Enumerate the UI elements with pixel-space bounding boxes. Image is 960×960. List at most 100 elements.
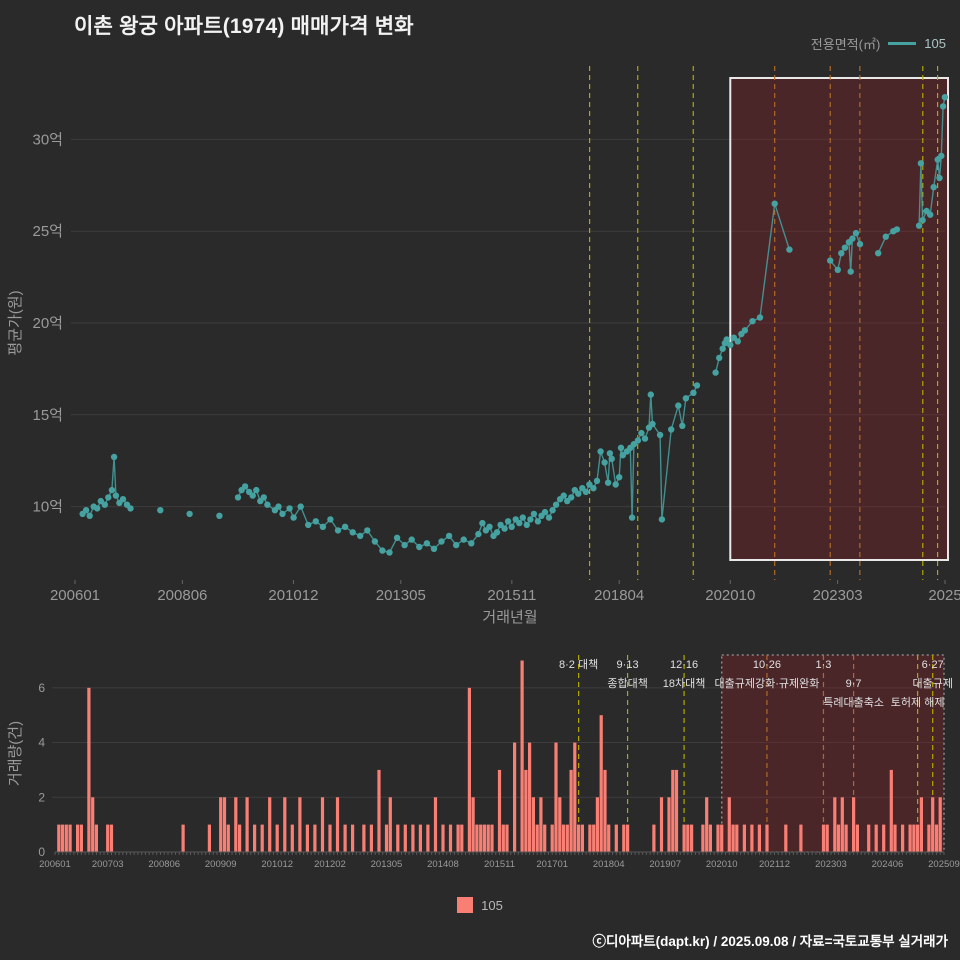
price-point[interactable] (601, 459, 608, 466)
price-point[interactable] (379, 547, 386, 554)
volume-bar[interactable] (181, 824, 185, 852)
volume-bar[interactable] (652, 824, 656, 852)
volume-bar[interactable] (456, 824, 460, 852)
volume-bar[interactable] (750, 824, 754, 852)
volume-bar[interactable] (716, 824, 720, 852)
price-point[interactable] (416, 543, 423, 551)
price-point[interactable] (936, 174, 943, 182)
volume-bar[interactable] (889, 769, 893, 852)
price-point[interactable] (786, 246, 793, 253)
volume-bar[interactable] (603, 769, 607, 852)
volume-bar[interactable] (821, 824, 826, 852)
volume-bar[interactable] (682, 824, 686, 852)
volume-bar[interactable] (592, 824, 596, 852)
price-point[interactable] (105, 494, 112, 501)
price-point[interactable] (771, 200, 778, 207)
volume-bar[interactable] (403, 824, 407, 852)
volume-bar[interactable] (513, 742, 517, 852)
volume-bar[interactable] (912, 824, 916, 852)
price-point[interactable] (930, 184, 937, 191)
price-point[interactable] (612, 481, 619, 488)
volume-bar[interactable] (674, 769, 679, 852)
price-point[interactable] (734, 338, 741, 345)
volume-bar[interactable] (784, 824, 788, 852)
volume-bar[interactable] (701, 824, 705, 852)
price-point[interactable] (649, 420, 656, 428)
price-point[interactable] (157, 507, 164, 514)
volume-bar[interactable] (671, 769, 675, 852)
volume-bar[interactable] (234, 797, 238, 852)
volume-bar[interactable] (577, 824, 581, 852)
volume-bar[interactable] (690, 824, 694, 852)
volume-bar[interactable] (543, 824, 547, 852)
price-point[interactable] (634, 437, 642, 444)
volume-bar[interactable] (727, 797, 731, 852)
price-point[interactable] (504, 518, 512, 525)
price-point[interactable] (297, 503, 304, 510)
price-point[interactable] (927, 211, 934, 218)
volume-bar[interactable] (290, 824, 294, 852)
volume-bar[interactable] (595, 797, 599, 852)
volume-bar[interactable] (253, 824, 257, 852)
volume-bar[interactable] (622, 824, 626, 852)
price-point[interactable] (712, 369, 719, 376)
volume-bar[interactable] (882, 824, 886, 852)
volume-bar[interactable] (550, 824, 554, 852)
volume-bar[interactable] (765, 824, 769, 852)
price-point[interactable] (919, 217, 926, 224)
price-point[interactable] (917, 160, 925, 167)
price-point[interactable] (445, 532, 453, 540)
volume-bar[interactable] (840, 797, 844, 852)
price-point[interactable] (327, 516, 334, 523)
volume-bar[interactable] (396, 824, 400, 852)
price-point[interactable] (501, 525, 508, 532)
price-point[interactable] (838, 250, 845, 257)
price-point[interactable] (545, 514, 553, 521)
price-point[interactable] (941, 94, 949, 101)
price-point[interactable] (939, 103, 947, 110)
volume-bar[interactable] (305, 824, 309, 852)
volume-bar[interactable] (874, 824, 878, 852)
price-point[interactable] (534, 518, 542, 525)
volume-bar[interactable] (369, 824, 373, 852)
volume-bar[interactable] (377, 769, 381, 852)
volume-bar[interactable] (599, 715, 603, 852)
volume-bar[interactable] (825, 824, 829, 852)
volume-bar[interactable] (268, 797, 272, 852)
price-point[interactable] (552, 501, 560, 508)
price-point[interactable] (468, 540, 475, 547)
volume-bar[interactable] (64, 824, 68, 852)
volume-bar[interactable] (588, 824, 592, 852)
volume-bar[interactable] (565, 824, 569, 852)
price-point[interactable] (349, 529, 356, 536)
price-point[interactable] (723, 336, 730, 343)
price-point[interactable] (658, 516, 666, 523)
price-point[interactable] (241, 483, 249, 490)
volume-bar[interactable] (486, 824, 490, 852)
price-point[interactable] (716, 354, 723, 362)
volume-bar[interactable] (938, 797, 942, 852)
volume-bar[interactable] (927, 824, 931, 852)
price-point[interactable] (656, 431, 664, 439)
price-point[interactable] (393, 534, 401, 541)
volume-bar[interactable] (343, 824, 347, 852)
volume-bar[interactable] (852, 797, 856, 852)
price-point[interactable] (852, 229, 860, 237)
price-point[interactable] (834, 266, 841, 273)
price-point[interactable] (841, 244, 849, 251)
price-point[interactable] (530, 510, 538, 518)
price-point[interactable] (82, 507, 90, 514)
price-point[interactable] (460, 536, 467, 543)
volume-bar[interactable] (91, 797, 95, 852)
volume-bar[interactable] (919, 797, 923, 852)
price-point[interactable] (749, 318, 756, 325)
volume-bar[interactable] (497, 769, 502, 852)
volume-bar[interactable] (867, 824, 871, 852)
price-point[interactable] (475, 530, 482, 538)
volume-bar[interactable] (799, 824, 803, 852)
price-point[interactable] (727, 341, 734, 349)
price-point[interactable] (856, 240, 864, 248)
volume-bar[interactable] (490, 824, 494, 852)
volume-bar[interactable] (908, 824, 912, 852)
price-point[interactable] (527, 516, 534, 523)
